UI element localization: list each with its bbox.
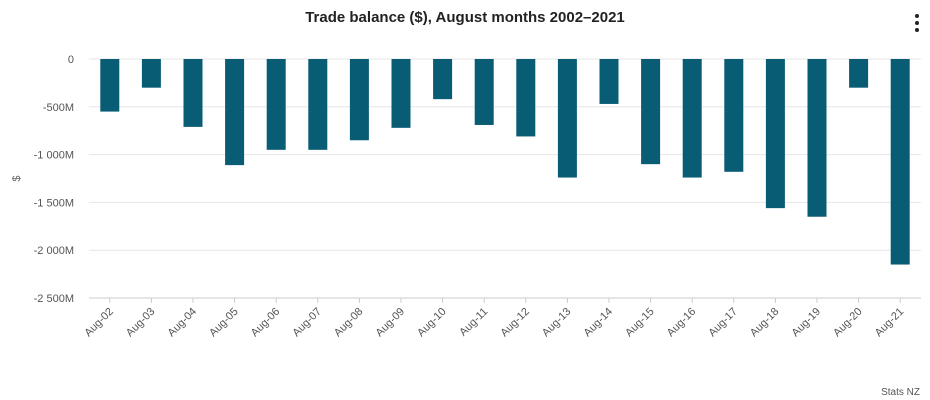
x-tick-label: Aug-11 [457,306,490,339]
bar-aug-06[interactable] [266,59,286,150]
bar-aug-07[interactable] [308,59,328,150]
bar-aug-03[interactable] [141,59,161,88]
x-tick-label: Aug-09 [374,306,408,340]
bar-series [100,59,910,265]
y-tick-label: -2 000M [34,245,74,257]
bar-aug-05[interactable] [225,59,245,166]
x-tick-label: Aug-20 [831,306,865,340]
x-tick-label: Aug-14 [582,306,616,340]
x-tick-label: Aug-21 [873,306,907,340]
x-tick-label: Aug-15 [623,306,657,340]
x-tick-label: Aug-05 [207,306,241,340]
x-tick-label: Aug-13 [540,306,574,340]
x-tick-label: Aug-17 [706,306,740,340]
bar-aug-11[interactable] [474,59,494,125]
bar-aug-09[interactable] [391,59,411,128]
x-tick-label: Aug-08 [332,306,366,340]
gridlines [89,58,921,299]
bar-aug-02[interactable] [100,59,120,112]
x-tick-label: Aug-12 [498,306,532,340]
x-tick-label: Aug-19 [790,306,824,340]
bar-aug-14[interactable] [599,59,619,104]
bar-aug-18[interactable] [765,59,785,209]
y-tick-label: -2 500M [34,293,74,305]
bar-aug-16[interactable] [682,59,702,178]
bar-aug-15[interactable] [641,59,661,165]
x-tick-label: Aug-16 [665,306,699,340]
y-tick-label: -500M [43,102,74,114]
bar-aug-10[interactable] [433,59,453,100]
bar-aug-13[interactable] [557,59,577,178]
x-tick-label: Aug-18 [748,306,782,340]
bar-aug-04[interactable] [183,59,203,127]
bar-aug-08[interactable] [349,59,369,141]
y-axis-label: $ [11,175,23,181]
y-axis-tick-labels: 0 -500M -1 000M -1 500M -2 000M -2 500M [34,54,74,305]
y-tick-label: 0 [68,54,74,66]
x-tick-label: Aug-10 [415,306,449,340]
chart-menu-icon[interactable] [911,14,923,34]
x-tick-label: Aug-02 [82,306,116,340]
y-tick-label: -1 500M [34,197,74,209]
x-tick-label: Aug-04 [166,306,200,340]
x-tick-label: Aug-07 [290,306,324,340]
x-tick-label: Aug-03 [124,306,158,340]
bar-aug-20[interactable] [849,59,869,88]
source-credit: Stats NZ [881,387,920,398]
bar-aug-12[interactable] [516,59,536,137]
chart-title: Trade balance ($), August months 2002–20… [305,9,625,26]
y-tick-label: -1 000M [34,150,74,162]
x-axis-tick-labels: Aug-02 Aug-03 Aug-04 Aug-05 Aug-06 Aug-07 Aug-… [82,298,906,339]
bar-aug-19[interactable] [807,59,827,217]
bar-aug-17[interactable] [724,59,744,172]
bar-aug-21[interactable] [890,59,910,265]
x-tick-label: Aug-06 [249,306,283,340]
